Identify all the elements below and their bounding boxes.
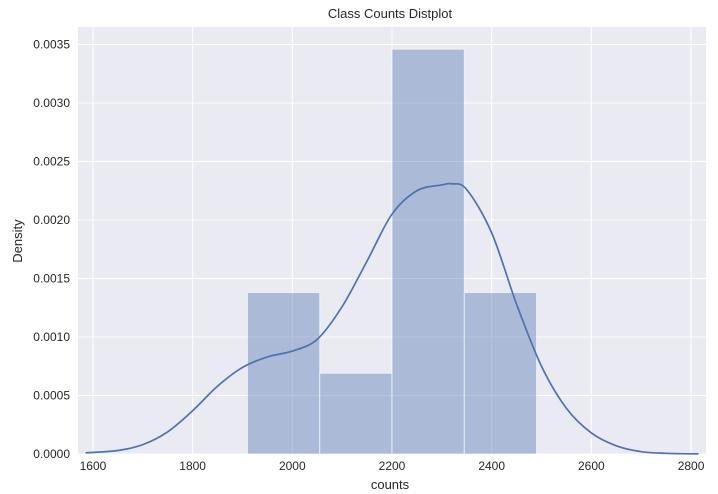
- histogram-bar: [246, 292, 321, 455]
- histogram-bar: [391, 48, 465, 455]
- x-tick-label: 2200: [379, 459, 406, 473]
- y-tick-label: 0.0025: [33, 155, 70, 169]
- x-tick-label: 2000: [279, 459, 306, 473]
- x-tick-label: 1800: [179, 459, 206, 473]
- y-tick-label: 0.0020: [33, 213, 70, 227]
- chart-title: Class Counts Distplot: [328, 6, 453, 21]
- y-tick-label: 0.0035: [33, 38, 70, 52]
- y-tick-labels: 0.0000 0.0005 0.0010 0.0015 0.0020 0.0025 0.00…: [33, 38, 70, 461]
- histogram-bars: [246, 48, 538, 455]
- histogram-bar: [319, 372, 393, 455]
- x-axis-label: counts: [371, 477, 410, 492]
- y-tick-label: 0.0030: [33, 96, 70, 110]
- x-tick-label: 2600: [578, 459, 605, 473]
- y-tick-label: 0.0000: [33, 447, 70, 461]
- y-tick-label: 0.0005: [33, 389, 70, 403]
- y-axis-label: Density: [10, 219, 25, 263]
- x-tick-labels: 1600 1800 2000 2200 2400 2600 2800: [80, 459, 705, 473]
- x-tick-label: 1600: [80, 459, 107, 473]
- y-tick-label: 0.0015: [33, 272, 70, 286]
- y-tick-label: 0.0010: [33, 330, 70, 344]
- x-tick-label: 2800: [678, 459, 705, 473]
- x-tick-label: 2400: [478, 459, 505, 473]
- kde-curve: [85, 182, 699, 455]
- histogram-bar: [463, 292, 538, 455]
